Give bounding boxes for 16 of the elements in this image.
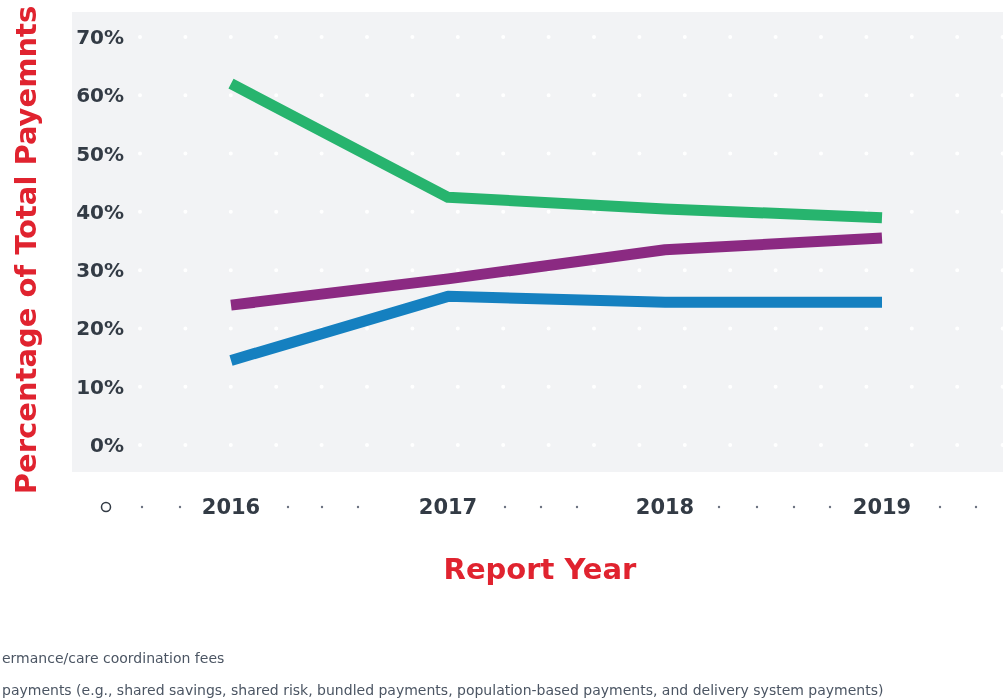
y-tick-label: 20% bbox=[76, 316, 124, 341]
text: payments (e.g., shared savings, shared risk, bundled payments, population-based payments, and delivery system payments) bbox=[2, 681, 884, 698]
y-tick-label: 10% bbox=[76, 374, 124, 399]
y-tick-label: 0% bbox=[90, 433, 124, 457]
y-tick-label: 60% bbox=[76, 83, 124, 108]
y-tick-label: 50% bbox=[76, 141, 124, 166]
x-tick-label: 2018 bbox=[635, 495, 695, 520]
text: ermance/care coordination fees bbox=[2, 649, 225, 666]
x-axis-title: Report Year bbox=[443, 552, 638, 587]
y-tick-label: 30% bbox=[76, 258, 124, 283]
x-tick-label: 2017 bbox=[418, 495, 478, 520]
y-tick-label: 40% bbox=[76, 199, 124, 224]
y-axis-title: Percentage of Total Payemnts bbox=[9, 5, 43, 495]
y-tick-label: 70% bbox=[76, 25, 124, 49]
x-tick-label: 2019 bbox=[852, 495, 912, 520]
x-tick-label: 2016 bbox=[201, 495, 261, 520]
